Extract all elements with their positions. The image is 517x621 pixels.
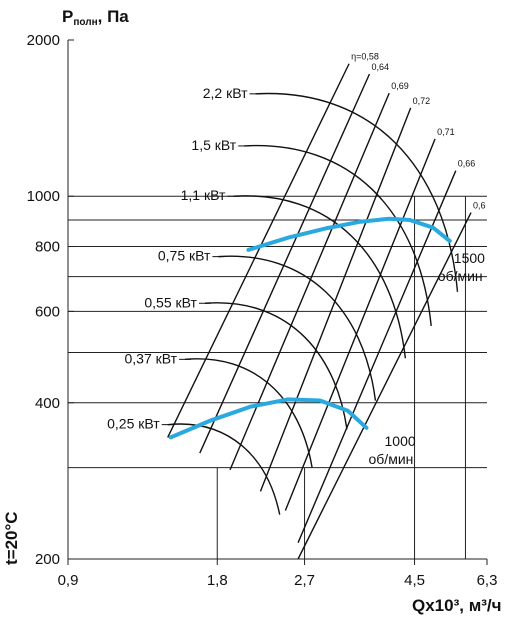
y-tick-label: 600	[35, 303, 60, 320]
x-tick-label: 6,3	[477, 572, 498, 589]
power-label: 2,2 кВт	[203, 85, 248, 101]
chart-labels: 2,2 кВт 1,5 кВт 1,1 кВт 0,75 кВт 0,55 кВт 0,3…	[107, 85, 485, 467]
power-label: 1,1 кВт	[181, 187, 226, 203]
power-label: 0,25 кВт	[107, 416, 160, 432]
power-curve	[244, 144, 432, 327]
power-curve	[167, 423, 281, 515]
power-label: 0,55 кВт	[144, 294, 197, 310]
efficiency-line	[297, 212, 472, 560]
efficiency-label: 0,72	[413, 96, 431, 106]
efficiency-label: 0,6	[473, 201, 486, 211]
x-tick-label: 0,9	[58, 572, 79, 589]
efficiency-label: η=0,58	[351, 52, 379, 62]
efficiency-line	[297, 170, 457, 543]
y-tick-label: 800	[35, 239, 60, 256]
power-label: 1,5 кВт	[191, 137, 236, 153]
y-tick-label: 1000	[27, 188, 60, 205]
grid	[67, 40, 487, 560]
fan-curves	[168, 216, 452, 440]
y-tick-label: 400	[35, 395, 60, 412]
y-tick-label: 200	[35, 551, 60, 568]
efficiency-label: 0,64	[371, 62, 389, 72]
power-curve	[233, 195, 407, 359]
axis-ticks: 200 400 600 800 1000 2000 0,9 1,8 2,7 4,5 6,3	[27, 32, 498, 589]
efficiency-lines: η=0,580,640,69 0,72 0,71 0,66 0,6	[167, 52, 486, 560]
y-axis-title: Pполн, Па	[62, 7, 129, 28]
efficiency-line	[259, 107, 412, 492]
power-label: 0,75 кВт	[158, 248, 211, 264]
power-curve	[184, 358, 313, 468]
efficiency-label: 0,69	[391, 81, 409, 91]
efficiency-line	[199, 73, 371, 454]
efficiency-line	[284, 138, 436, 511]
x-tick-label: 2,7	[294, 572, 315, 589]
y-tick-label: 2000	[27, 32, 60, 49]
efficiency-label: 0,71	[437, 127, 455, 137]
rpm-value-label: 1500	[454, 250, 485, 266]
rpm-unit-label: об/мин	[438, 268, 483, 284]
temperature-label: t=20°C	[2, 511, 21, 565]
power-curve	[204, 302, 348, 430]
power-curve	[218, 255, 377, 401]
fan-curve-1000	[168, 397, 369, 440]
rpm-value-label: 1000	[385, 433, 416, 449]
efficiency-label: 0,66	[458, 159, 476, 169]
power-curve	[255, 92, 459, 292]
power-label: 0,37 кВт	[124, 350, 177, 366]
power-curves	[161, 92, 459, 515]
fan-curve-1500	[246, 216, 452, 252]
x-axis-title: Qx10³, м³/ч	[412, 596, 502, 615]
efficiency-line	[167, 63, 350, 438]
x-tick-label: 4,5	[404, 572, 425, 589]
rpm-unit-label: об/мин	[369, 451, 414, 467]
efficiency-line	[229, 92, 390, 471]
x-tick-label: 1,8	[207, 572, 228, 589]
